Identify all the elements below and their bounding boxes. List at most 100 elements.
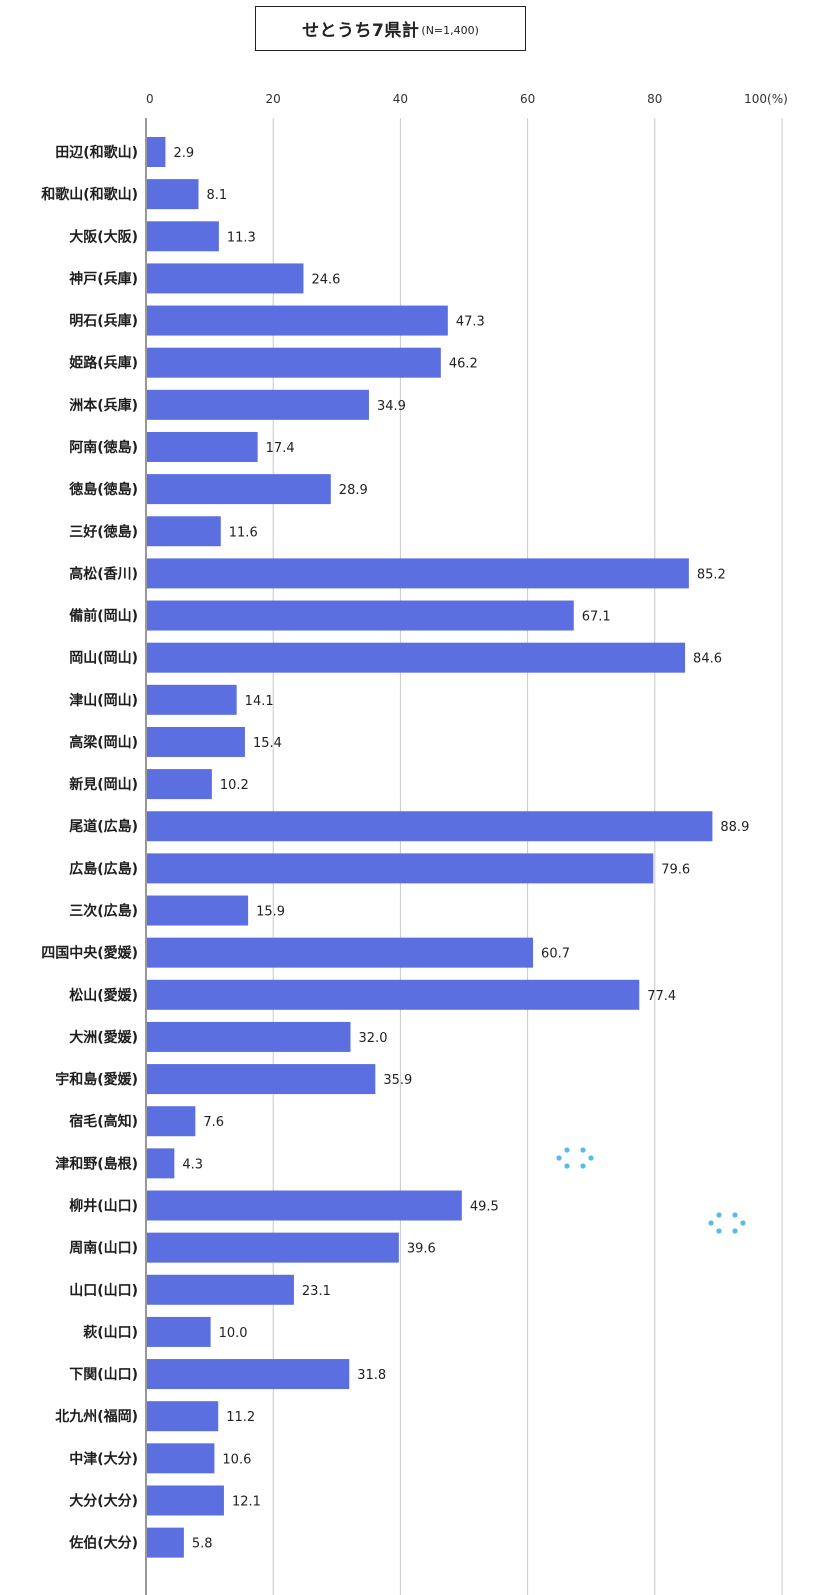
bar: [147, 895, 249, 926]
x-tick-label: 100(%): [744, 92, 788, 106]
category-label: 松山(愛媛): [69, 987, 138, 1004]
bar: [147, 1485, 224, 1516]
category-label: 山口(山口): [69, 1283, 138, 1299]
bar: [147, 474, 331, 505]
value-label: 2.9: [173, 146, 194, 161]
x-tick-label: 0: [146, 92, 154, 106]
value-label: 67.1: [582, 610, 611, 625]
value-label: 11.3: [227, 230, 256, 245]
category-label: 大洲(愛媛): [69, 1029, 138, 1046]
bar: [147, 179, 199, 210]
category-label: 高梁(岡山): [69, 734, 138, 751]
x-tick-label: 80: [647, 92, 662, 106]
value-label: 10.0: [219, 1326, 248, 1341]
decoration-dot: [588, 1155, 594, 1161]
bar: [147, 1443, 215, 1474]
decoration-dot: [580, 1163, 586, 1169]
category-label: 尾道(広島): [69, 818, 138, 835]
x-tick-label: 40: [393, 92, 408, 106]
chart-title-box: せとうち7県計 (N=1,400): [255, 6, 526, 51]
value-label: 84.6: [693, 652, 722, 667]
category-label: 四国中央(愛媛): [41, 945, 138, 962]
category-label: 周南(山口): [69, 1240, 138, 1257]
category-label: 下関(山口): [69, 1367, 138, 1383]
decoration-dot: [564, 1163, 570, 1169]
value-label: 79.6: [661, 862, 690, 877]
bar: [147, 1106, 196, 1137]
category-labels: 田辺(和歌山) 和歌山(和歌山) 大阪(大阪) 神戸(兵庫) 明石(兵庫) 姫路(兵庫) 洲…: [41, 144, 138, 1552]
bar: [147, 221, 219, 252]
value-label: 31.8: [357, 1368, 386, 1383]
category-label: 備前(岡山): [69, 608, 138, 625]
value-label: 88.9: [720, 820, 749, 835]
value-label: 11.2: [226, 1410, 255, 1425]
category-label: 姫路(兵庫): [69, 355, 138, 372]
value-label: 8.1: [207, 188, 228, 203]
x-tick-label: 20: [266, 92, 281, 106]
category-label: 柳井(山口): [69, 1198, 138, 1215]
value-label: 5.8: [192, 1537, 213, 1552]
category-label: 佐伯(大分): [68, 1535, 138, 1552]
value-label: 28.9: [339, 483, 368, 498]
category-label: 明石(兵庫): [69, 313, 138, 330]
value-label: 7.6: [203, 1115, 224, 1130]
value-label: 47.3: [456, 315, 485, 330]
value-label: 12.1: [232, 1494, 261, 1509]
value-label: 77.4: [647, 989, 676, 1004]
x-axis-ticks: 0 20 40 60 80 100(%): [146, 92, 788, 106]
value-label: 49.5: [470, 1200, 499, 1215]
bar: [147, 684, 237, 715]
value-label: 15.9: [256, 905, 285, 920]
value-label: 34.9: [377, 399, 406, 414]
decoration-dot: [732, 1228, 738, 1234]
category-label: 三好(徳島): [69, 523, 138, 540]
bar: [147, 137, 166, 167]
value-label: 46.2: [449, 357, 478, 372]
category-label: 宇和島(愛媛): [55, 1071, 138, 1088]
decoration-dot: [716, 1212, 722, 1218]
bar: [147, 853, 654, 884]
category-label: 田辺(和歌山): [55, 144, 138, 161]
chart-title: せとうち7県計: [302, 21, 420, 41]
value-labels: 2.9 8.1 11.3 24.6 47.3 46.2 34.9 17.4 28.9 11.6 85…: [173, 146, 749, 1552]
bar: [147, 1401, 219, 1432]
bar: [147, 347, 441, 378]
category-label: 津和野(島根): [55, 1155, 138, 1172]
bar: [147, 642, 686, 673]
bar: [147, 769, 212, 800]
value-label: 4.3: [182, 1157, 203, 1172]
category-label: 中津(大分): [69, 1450, 138, 1467]
bar: [147, 1021, 351, 1052]
decoration-dot: [740, 1220, 746, 1226]
category-label: 広島(広島): [69, 860, 138, 877]
bar: [147, 558, 689, 589]
category-label: 萩(山口): [82, 1324, 138, 1341]
bar: [147, 1190, 462, 1221]
bar: [147, 1274, 294, 1305]
category-label: 大分(大分): [69, 1492, 138, 1509]
value-label: 39.6: [407, 1242, 436, 1257]
decorations: [556, 1147, 746, 1234]
category-label: 岡山(岡山): [69, 651, 138, 667]
bar: [147, 726, 245, 757]
category-label: 神戸(兵庫): [69, 270, 138, 287]
bar: [147, 431, 258, 462]
bar: [147, 979, 640, 1010]
value-label: 15.4: [253, 736, 282, 751]
value-label: 11.6: [229, 525, 258, 540]
category-label: 津山(岡山): [69, 692, 138, 709]
bar: [147, 516, 221, 547]
value-label: 85.2: [697, 567, 726, 582]
bar: [147, 389, 369, 420]
bar: [147, 1232, 399, 1263]
category-label: 阿南(徳島): [69, 439, 138, 456]
category-label: 徳島(徳島): [68, 481, 138, 498]
decoration-dot: [556, 1155, 562, 1161]
value-label: 14.1: [245, 694, 274, 709]
category-label: 大阪(大阪): [69, 228, 138, 245]
category-label: 新見(岡山): [69, 776, 138, 793]
category-label: 宿毛(高知): [69, 1113, 138, 1130]
bar: [147, 1527, 184, 1558]
x-tick-label: 60: [520, 92, 535, 106]
